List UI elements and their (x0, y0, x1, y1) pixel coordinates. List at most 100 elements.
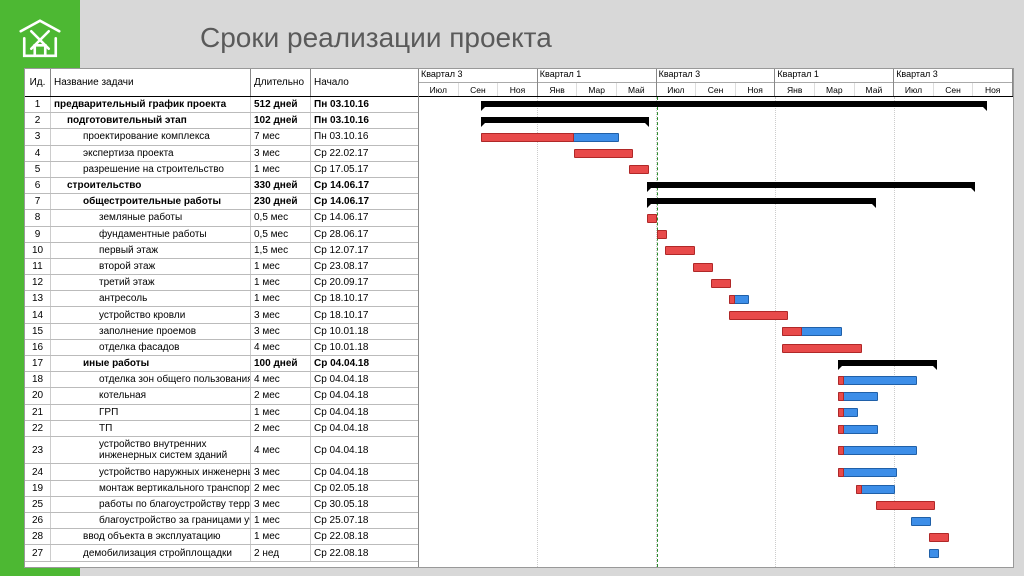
table-row[interactable]: 17иные работы100 днейСр 04.04.18 (25, 356, 418, 372)
table-row[interactable]: 11второй этаж1 месСр 23.08.17 (25, 259, 418, 275)
cell-duration: 3 мес (251, 307, 311, 322)
cell-duration: 2 мес (251, 481, 311, 496)
cell-duration: 0,5 мес (251, 210, 311, 225)
table-row[interactable]: 21ГРП1 месСр 04.04.18 (25, 405, 418, 421)
quarter-label: Квартал 1 (538, 69, 656, 83)
task-bar[interactable] (711, 279, 731, 288)
table-row[interactable]: 27демобилизация стройплощадки2 недСр 22.… (25, 545, 418, 561)
quarter-column: Квартал 3ИюлСенНоя (419, 69, 538, 96)
table-row[interactable]: 18отделка зон общего пользования4 месСр … (25, 372, 418, 388)
task-bar[interactable] (929, 533, 949, 542)
cell-name: работы по благоустройству территор (51, 497, 251, 512)
cell-duration: 230 дней (251, 194, 311, 209)
table-row[interactable]: 25работы по благоустройству территор3 ме… (25, 497, 418, 513)
cell-id: 2 (25, 113, 51, 128)
logo-icon (12, 12, 68, 68)
table-row[interactable]: 19монтаж вертикального транспорта2 месСр… (25, 481, 418, 497)
table-row[interactable]: 4экспертиза проекта3 месСр 22.02.17 (25, 146, 418, 162)
task-bar[interactable] (838, 392, 878, 401)
month-label: Янв (775, 83, 815, 96)
task-bar[interactable] (838, 376, 917, 385)
cell-duration: 2 нед (251, 545, 311, 560)
task-bar[interactable] (657, 230, 667, 239)
cell-start: Ср 22.08.18 (311, 529, 417, 544)
critical-segment (729, 295, 735, 304)
table-row[interactable]: 3проектирование комплекса7 месПн 03.10.1… (25, 129, 418, 145)
cell-duration: 4 мес (251, 372, 311, 387)
task-bar[interactable] (782, 344, 861, 353)
task-bar[interactable] (856, 485, 896, 494)
page-title: Сроки реализации проекта (200, 22, 552, 54)
cell-start: Пн 03.10.16 (311, 129, 417, 144)
table-row[interactable]: 20котельная2 месСр 04.04.18 (25, 388, 418, 404)
table-row[interactable]: 23устройство внутренних инженерных систе… (25, 437, 418, 465)
task-bar[interactable] (838, 446, 917, 455)
table-row[interactable]: 14устройство кровли3 месСр 18.10.17 (25, 307, 418, 323)
table-row[interactable]: 28ввод объекта в эксплуатацию1 месСр 22.… (25, 529, 418, 545)
cell-start: Ср 02.05.18 (311, 481, 417, 496)
table-row[interactable]: 12третий этаж1 месСр 20.09.17 (25, 275, 418, 291)
month-label: Янв (538, 83, 578, 96)
table-row[interactable]: 13антресоль1 месСр 18.10.17 (25, 291, 418, 307)
table-header-row: Ид. Название задачи Длительно Начало (25, 69, 418, 97)
cell-duration: 3 мес (251, 497, 311, 512)
task-bar[interactable] (574, 149, 634, 158)
month-label: Ноя (736, 83, 775, 96)
table-row[interactable]: 24устройство наружных инженерных с3 месС… (25, 464, 418, 480)
col-header-duration: Длительно (251, 69, 311, 96)
cell-name: третий этаж (51, 275, 251, 290)
cell-start: Ср 22.08.18 (311, 545, 417, 560)
task-bar[interactable] (911, 517, 931, 526)
cell-start: Ср 04.04.18 (311, 388, 417, 403)
cell-name: предварительный график проекта (51, 97, 251, 112)
cell-id: 24 (25, 464, 51, 479)
cell-start: Ср 25.07.18 (311, 513, 417, 528)
critical-segment (481, 133, 574, 142)
cell-start: Ср 30.05.18 (311, 497, 417, 512)
table-row[interactable]: 6строительство330 днейСр 14.06.17 (25, 178, 418, 194)
summary-bar (481, 117, 650, 123)
task-bar[interactable] (838, 468, 898, 477)
cell-id: 18 (25, 372, 51, 387)
table-row[interactable]: 5разрешение на строительство1 месСр 17.0… (25, 162, 418, 178)
table-row[interactable]: 26благоустройство за границами участк1 м… (25, 513, 418, 529)
table-row[interactable]: 8земляные работы0,5 месСр 14.06.17 (25, 210, 418, 226)
cell-duration: 1 мес (251, 162, 311, 177)
task-bar[interactable] (838, 425, 878, 434)
table-row[interactable]: 15заполнение проемов3 месСр 10.01.18 (25, 324, 418, 340)
cell-id: 21 (25, 405, 51, 420)
task-bar[interactable] (929, 549, 939, 558)
month-label: Мар (577, 83, 617, 96)
cell-name: котельная (51, 388, 251, 403)
cell-name: устройство кровли (51, 307, 251, 322)
table-row[interactable]: 2подготовительный этап102 днейПн 03.10.1… (25, 113, 418, 129)
task-bar[interactable] (693, 263, 713, 272)
cell-start: Ср 10.01.18 (311, 324, 417, 339)
cell-duration: 1 мес (251, 259, 311, 274)
month-label: Май (855, 83, 894, 96)
cell-duration: 2 мес (251, 421, 311, 436)
cell-id: 14 (25, 307, 51, 322)
task-table: Ид. Название задачи Длительно Начало 1пр… (25, 69, 419, 567)
task-bar[interactable] (665, 246, 695, 255)
table-row[interactable]: 1предварительный график проекта512 днейП… (25, 97, 418, 113)
cell-id: 9 (25, 227, 51, 242)
month-label: Ноя (973, 83, 1012, 96)
cell-start: Ср 04.04.18 (311, 437, 417, 464)
task-bar[interactable] (647, 214, 657, 223)
cell-name: проектирование комплекса (51, 129, 251, 144)
task-bar[interactable] (729, 311, 789, 320)
table-row[interactable]: 9фундаментные работы0,5 месСр 28.06.17 (25, 227, 418, 243)
cell-start: Ср 12.07.17 (311, 243, 417, 258)
table-row[interactable]: 10первый этаж1,5 месСр 12.07.17 (25, 243, 418, 259)
task-bar[interactable] (629, 165, 649, 174)
cell-start: Ср 14.06.17 (311, 210, 417, 225)
cell-duration: 7 мес (251, 129, 311, 144)
table-row[interactable]: 22ТП2 месСр 04.04.18 (25, 421, 418, 437)
table-row[interactable]: 7общестроительные работы230 днейСр 14.06… (25, 194, 418, 210)
table-row[interactable]: 16отделка фасадов4 месСр 10.01.18 (25, 340, 418, 356)
task-bar[interactable] (876, 501, 936, 510)
cell-id: 8 (25, 210, 51, 225)
gantt-timeline-header: Квартал 3ИюлСенНояКвартал 1ЯнвМарМайКвар… (419, 69, 1013, 97)
cell-start: Ср 04.04.18 (311, 405, 417, 420)
